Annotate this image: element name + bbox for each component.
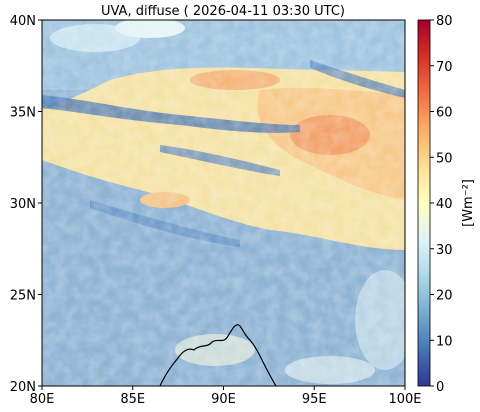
x-axis: 80E 85E 90E 95E 100E bbox=[30, 386, 422, 407]
x-tick-label: 80E bbox=[30, 392, 55, 407]
colorbar-tick-label: 50 bbox=[436, 151, 453, 166]
colorbar-tick-label: 40 bbox=[436, 197, 453, 212]
colorbar-tick-label: 20 bbox=[436, 289, 453, 304]
colorbar-tick-label: 60 bbox=[436, 106, 453, 121]
heatmap-field bbox=[42, 20, 405, 386]
colorbar-tick-label: 0 bbox=[436, 380, 444, 395]
y-tick-label: 30N bbox=[10, 197, 36, 212]
colorbar-tick-label: 70 bbox=[436, 60, 453, 75]
y-tick-label: 35N bbox=[10, 106, 36, 121]
colorbar: 0 10 20 30 40 50 60 70 80 [Wm⁻²] bbox=[417, 14, 476, 395]
x-tick-label: 100E bbox=[388, 392, 421, 407]
colorbar-ticks: 0 10 20 30 40 50 60 70 80 bbox=[430, 14, 453, 395]
x-tick-label: 95E bbox=[302, 392, 327, 407]
colorbar-tick-label: 10 bbox=[436, 334, 453, 349]
y-tick-label: 25N bbox=[10, 289, 36, 304]
x-tick-label: 90E bbox=[211, 392, 236, 407]
coastline bbox=[159, 324, 277, 386]
colorbar-tick-label: 80 bbox=[436, 14, 453, 29]
y-tick-label: 20N bbox=[10, 380, 36, 395]
x-tick-label: 85E bbox=[120, 392, 145, 407]
colorbar-tick-label: 30 bbox=[436, 243, 453, 258]
colorbar-strip bbox=[417, 19, 431, 387]
y-axis: 20N 25N 30N 35N 40N bbox=[10, 14, 42, 395]
colorbar-label: [Wm⁻²] bbox=[461, 179, 476, 227]
chart-title: UVA, diffuse ( 2026-04-11 03:30 UTC) bbox=[101, 4, 345, 19]
texture-overlay bbox=[42, 20, 405, 386]
y-tick-label: 40N bbox=[10, 14, 36, 29]
